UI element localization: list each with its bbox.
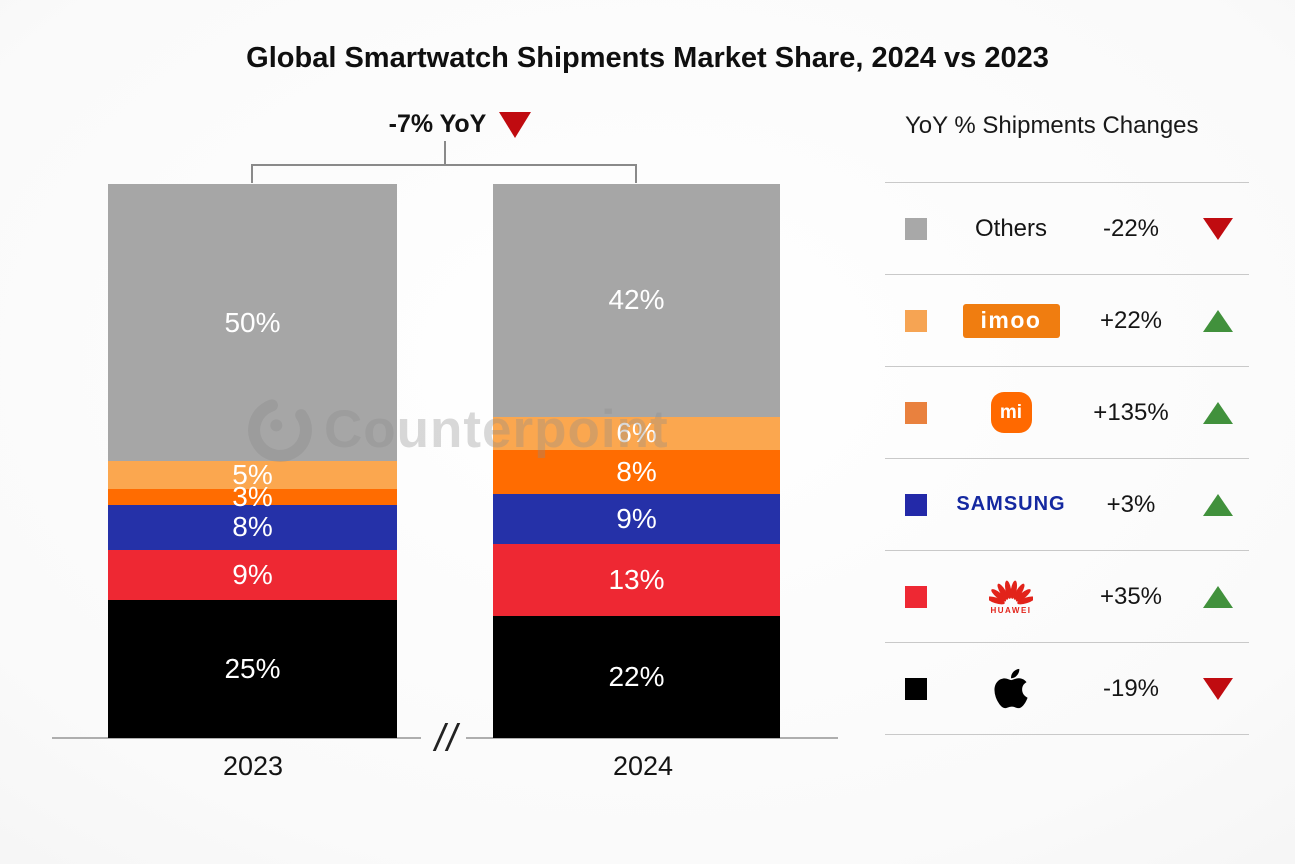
legend-row-xiaomi: mi +135% — [885, 367, 1249, 459]
apple-logo-icon — [994, 668, 1028, 709]
segment-others-2023: 50% — [108, 184, 397, 461]
segment-value-label: 13% — [608, 564, 665, 596]
swatch-cell — [885, 585, 947, 608]
watermark-text: Counterpoint — [324, 400, 669, 459]
others-swatch — [905, 217, 927, 240]
xiaomi-swatch — [905, 401, 927, 424]
up-triangle-icon — [1203, 401, 1233, 424]
swatch-cell — [885, 309, 947, 332]
segment-value-label: 42% — [608, 284, 665, 316]
segment-value-label: 25% — [224, 652, 281, 684]
legend-row-apple: -19% — [885, 643, 1249, 735]
bracket-stub-line — [444, 141, 446, 164]
stacked-bar-2024: 42% 6% 8% 9% 13% 22% — [493, 184, 780, 738]
segment-value-label: 9% — [616, 503, 657, 535]
segment-huawei-2024: 13% — [493, 544, 780, 617]
segment-apple-2023: 25% — [108, 599, 397, 738]
huawei-logo: HUAWEI — [989, 579, 1033, 615]
swatch-cell — [885, 677, 947, 700]
up-triangle-icon — [1203, 585, 1233, 608]
huawei-swatch — [905, 585, 927, 608]
imoo-swatch — [905, 309, 927, 332]
xiaomi-mi-logo: mi — [990, 392, 1032, 433]
stacked-bar-2023: 50% 5% 3% 8% 9% 25% — [108, 184, 397, 738]
x-tick-2023: 2023 — [222, 751, 284, 781]
tri-cell — [1187, 493, 1249, 516]
samsung-change-value: +3% — [1106, 490, 1156, 518]
samsung-swatch — [905, 493, 927, 516]
segment-xiaomi-2023: 3% — [108, 483, 397, 511]
chart-title: Global Smartwatch Shipments Market Share… — [246, 42, 1049, 74]
total-yoy-label: -7% YoY — [388, 110, 487, 138]
tri-cell — [1187, 217, 1249, 240]
legend-header: YoY % Shipments Changes — [885, 100, 1249, 183]
imoo-change-value: +22% — [1099, 306, 1163, 334]
legend-row-others: Others -22% — [885, 183, 1249, 275]
legend-row-imoo: imoo +22% — [885, 275, 1249, 367]
x-axis-line-right — [466, 737, 838, 739]
huawei-change-value: +35% — [1099, 582, 1163, 610]
down-triangle-icon — [1203, 677, 1233, 700]
brand-cell — [947, 666, 1075, 711]
brand-cell: imoo — [947, 303, 1075, 338]
brand-cell: mi — [947, 392, 1075, 433]
tri-cell — [1187, 309, 1249, 332]
segment-value-label: 8% — [616, 456, 657, 488]
x-axis-line-left — [52, 737, 421, 739]
tri-cell — [1187, 677, 1249, 700]
brand-cell: HUAWEI — [947, 579, 1075, 615]
x-tick-2024: 2024 — [612, 751, 674, 781]
segment-samsung-2023: 8% — [108, 505, 397, 550]
legend-panel: YoY % Shipments Changes Others -22% imoo… — [885, 100, 1249, 735]
yoy-down-triangle-icon — [499, 111, 532, 138]
down-triangle-icon — [1203, 217, 1233, 240]
comparison-bracket — [251, 164, 637, 183]
segment-others-2024: 42% — [493, 184, 780, 417]
segment-huawei-2023: 9% — [108, 549, 397, 600]
segment-value-label: 3% — [232, 481, 273, 513]
others-label: Others — [974, 214, 1048, 242]
imoo-logo: imoo — [962, 303, 1060, 338]
swatch-cell — [885, 401, 947, 424]
swatch-cell — [885, 217, 947, 240]
brand-cell: Others — [947, 215, 1075, 243]
segment-imoo-2024: 6% — [493, 416, 780, 450]
segment-samsung-2024: 9% — [493, 494, 780, 545]
segment-value-label: 22% — [608, 661, 665, 693]
segment-value-label: 50% — [224, 306, 281, 338]
up-triangle-icon — [1203, 309, 1233, 332]
counterpoint-logo-icon — [248, 398, 312, 462]
apple-change-value: -19% — [1102, 674, 1160, 702]
segment-value-label: 8% — [232, 511, 273, 543]
segment-xiaomi-2024: 8% — [493, 449, 780, 495]
segment-imoo-2023: 5% — [108, 458, 397, 490]
up-triangle-icon — [1203, 493, 1233, 516]
samsung-wordmark-logo: SAMSUNG — [956, 493, 1066, 515]
legend-row-huawei: HUAWEI +35% — [885, 551, 1249, 643]
segment-apple-2024: 22% — [493, 616, 780, 738]
segment-value-label: 5% — [232, 458, 273, 490]
tri-cell — [1187, 585, 1249, 608]
xiaomi-change-value: +135% — [1093, 398, 1169, 426]
total-yoy-annotation: -7% YoY — [340, 110, 580, 139]
huawei-petals-icon — [989, 580, 1033, 604]
tri-cell — [1187, 401, 1249, 424]
segment-value-label: 9% — [232, 558, 273, 590]
segment-value-label: 6% — [616, 417, 657, 449]
huawei-caption: HUAWEI — [990, 605, 1032, 615]
brand-cell: SAMSUNG — [947, 493, 1075, 516]
apple-swatch — [905, 677, 927, 700]
legend-row-samsung: SAMSUNG +3% — [885, 459, 1249, 551]
axis-break-icon — [429, 720, 465, 754]
others-change-value: -22% — [1102, 214, 1160, 242]
swatch-cell — [885, 493, 947, 516]
